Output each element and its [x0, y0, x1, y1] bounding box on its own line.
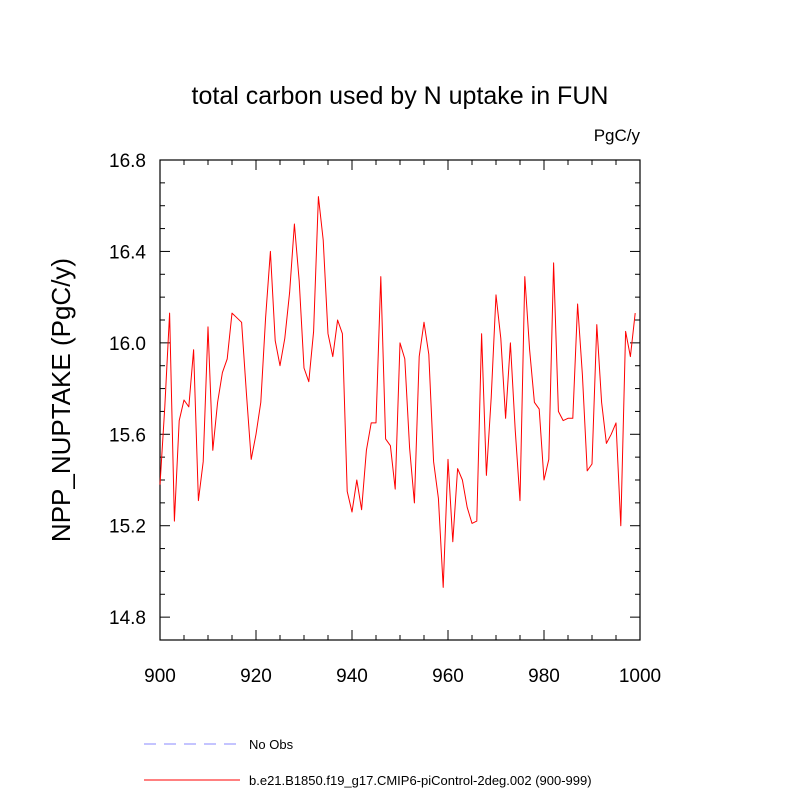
y-axis-label: NPP_NUPTAKE (PgC/y) [46, 258, 76, 542]
legend-label-no-obs: No Obs [249, 737, 294, 752]
units-label: PgC/y [594, 126, 641, 145]
x-tick-label: 960 [432, 666, 464, 687]
legend-label-model: b.e21.B1850.f19_g17.CMIP6-piControl-2deg… [249, 773, 592, 788]
y-tick-label: 16.4 [109, 242, 146, 263]
x-tick-label: 940 [336, 666, 368, 687]
axis-ticks [159, 159, 641, 641]
y-tick-labels: 14.8 15.2 15.6 16.0 16.4 16.8 [109, 151, 146, 629]
y-tick-label: 16.0 [109, 334, 146, 355]
series-group [159, 196, 636, 588]
y-tick-label: 16.8 [109, 151, 146, 172]
x-tick-label: 900 [144, 666, 176, 687]
plot-frame [159, 159, 641, 641]
x-tick-label: 1000 [619, 666, 661, 687]
y-tick-label: 14.8 [109, 608, 146, 629]
x-tick-label: 980 [528, 666, 560, 687]
x-tick-labels: 900 920 940 960 980 1000 [144, 666, 661, 687]
x-tick-label: 920 [240, 666, 272, 687]
series-line [159, 196, 636, 588]
y-tick-label: 15.6 [109, 425, 146, 446]
chart-title: total carbon used by N uptake in FUN [192, 82, 609, 110]
y-tick-label: 15.2 [109, 517, 146, 538]
